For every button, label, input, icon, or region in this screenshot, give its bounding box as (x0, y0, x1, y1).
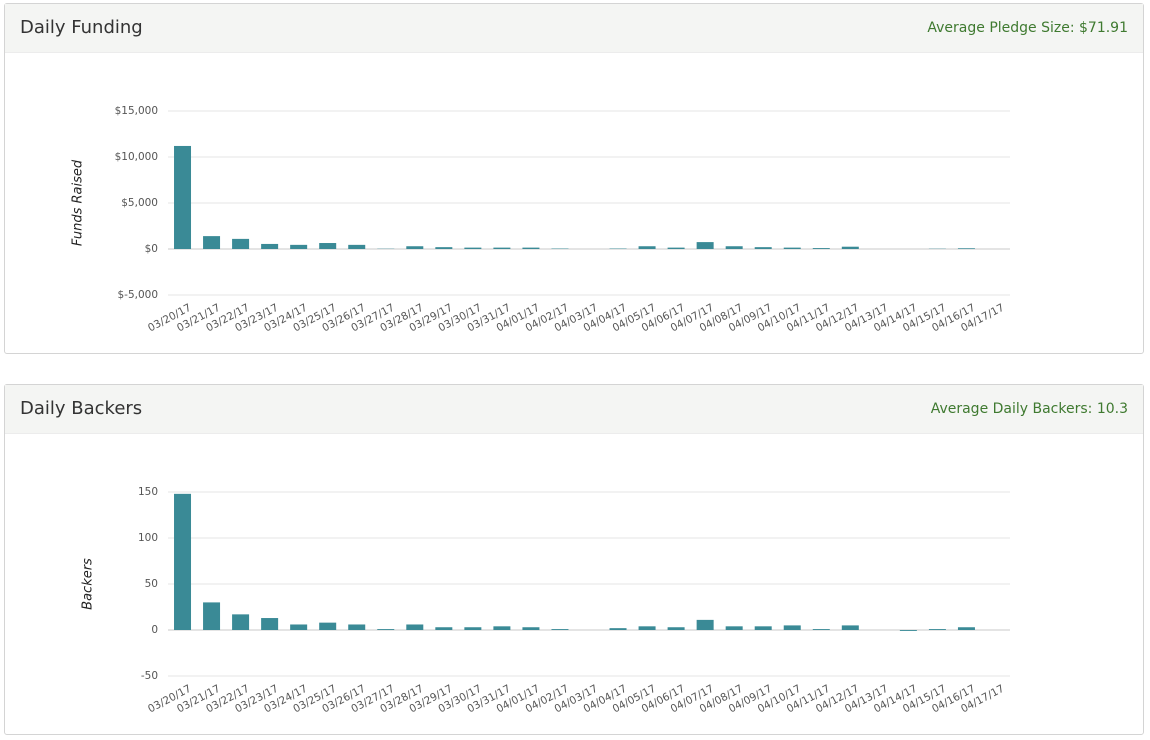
bar (464, 247, 482, 249)
bar (638, 246, 656, 249)
bar (435, 627, 453, 630)
bar (551, 629, 569, 630)
bar (928, 629, 946, 630)
y-tick-label: 0 (151, 624, 158, 636)
panel-title: Daily Funding (20, 17, 143, 38)
bar (725, 246, 743, 249)
bar (261, 243, 279, 249)
bar (406, 246, 424, 249)
bar (667, 247, 685, 249)
y-tick-label: $5,000 (121, 197, 158, 209)
panel-title: Daily Backers (20, 398, 143, 419)
y-tick-label: 150 (138, 486, 158, 498)
bar (203, 602, 221, 630)
bar (377, 629, 395, 630)
bar (754, 626, 772, 630)
bar (406, 624, 424, 630)
bar (232, 238, 250, 249)
bar (638, 626, 656, 630)
panel-header: Daily Funding Average Pledge Size: $71.9… (5, 4, 1143, 53)
bar (696, 242, 714, 249)
bar (493, 626, 511, 630)
y-tick-label: 100 (138, 532, 158, 544)
bar (290, 624, 308, 630)
bar (290, 244, 308, 249)
y-tick-label: $10,000 (115, 151, 158, 163)
bar (754, 247, 772, 249)
bar (232, 614, 250, 630)
bar (522, 247, 540, 249)
bar (957, 627, 975, 630)
chart: $-5,000 $0 $5,000 $10,000 $15,000 Funds Raise… (71, 105, 1010, 334)
bar (435, 247, 453, 249)
y-tick-label: -50 (141, 670, 158, 682)
bar (899, 630, 917, 631)
y-tick-label: 50 (145, 578, 158, 590)
bar (841, 625, 859, 630)
bar (348, 624, 366, 630)
bar (203, 236, 221, 249)
chart: -50050100150Backers03/20/1703/21/1703/22… (81, 486, 1010, 715)
bar (493, 247, 511, 249)
y-tick-label: $-5,000 (117, 289, 158, 301)
y-axis-label: Funds Raised (71, 159, 86, 246)
bar (522, 627, 540, 630)
bar (841, 246, 859, 249)
y-tick-label: $15,000 (115, 105, 158, 117)
bar (174, 145, 192, 249)
bar (667, 627, 685, 630)
bar (464, 627, 482, 630)
panel-summary: Average Daily Backers: 10.3 (930, 401, 1128, 417)
bar (261, 618, 279, 630)
bar (957, 248, 975, 249)
bar (812, 248, 830, 249)
bar (319, 243, 337, 249)
y-axis-label: Backers (81, 558, 96, 610)
bar (319, 622, 337, 630)
bar (725, 626, 743, 630)
panel-header: Daily Backers Average Daily Backers: 10.… (5, 385, 1143, 434)
bar (696, 619, 714, 630)
bar (174, 493, 192, 630)
bar (348, 244, 366, 249)
bar (783, 247, 801, 249)
bar (609, 628, 627, 630)
bar (783, 625, 801, 630)
bar (812, 629, 830, 630)
panel-summary: Average Pledge Size: $71.91 (927, 20, 1128, 36)
y-tick-label: $0 (145, 243, 158, 255)
